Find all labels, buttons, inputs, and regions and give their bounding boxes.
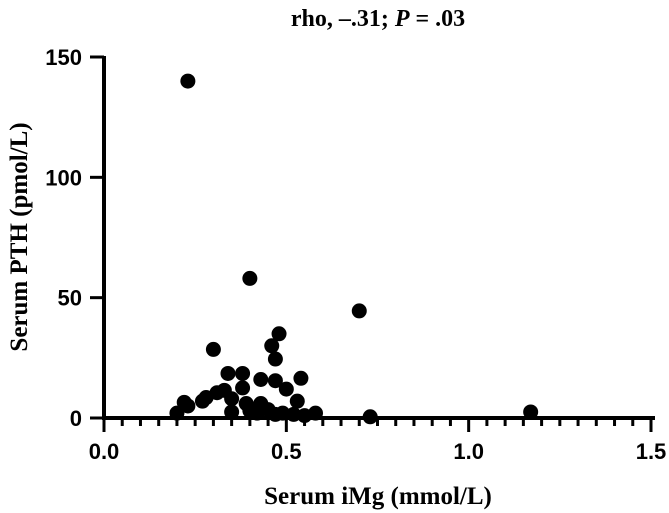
data-point [351, 303, 367, 319]
chart-title: rho, –.31; P = .03 [291, 6, 465, 32]
chart-title-p: P [394, 6, 410, 32]
data-point [264, 338, 280, 354]
data-point [224, 404, 240, 420]
data-point [235, 365, 251, 381]
y-tick-label: 0 [70, 406, 82, 431]
data-point [293, 370, 309, 386]
data-point [271, 326, 287, 342]
data-point [194, 393, 210, 409]
data-point [278, 381, 294, 397]
data-point [253, 371, 269, 387]
y-tick-label: 100 [45, 165, 82, 190]
y-tick-label: 150 [45, 45, 82, 70]
data-point [289, 393, 305, 409]
data-point [235, 380, 251, 396]
y-axis-label: Serum PTH (pmol/L) [6, 122, 33, 351]
x-tick-label: 1.0 [453, 439, 484, 464]
chart-title-suffix: = .03 [409, 6, 465, 32]
data-point [267, 351, 283, 367]
data-point [523, 404, 539, 420]
data-point [180, 73, 196, 89]
data-point [180, 398, 196, 414]
axis-ticks: 0.0 0.5 1.0 1.5 0 50 100 150 [45, 45, 666, 464]
y-tick-label: 50 [58, 286, 82, 311]
data-points [169, 73, 539, 425]
data-point [220, 365, 236, 381]
data-point [267, 373, 283, 389]
x-tick-label: 0.0 [89, 439, 120, 464]
data-point [242, 270, 258, 286]
x-tick-label: 0.5 [271, 439, 302, 464]
chart-title-prefix: rho, –.31; [291, 6, 395, 32]
data-point [224, 391, 240, 407]
x-tick-label: 1.5 [636, 439, 667, 464]
data-point [205, 341, 221, 357]
x-axis-label: Serum iMg (mmol/L) [264, 483, 492, 510]
